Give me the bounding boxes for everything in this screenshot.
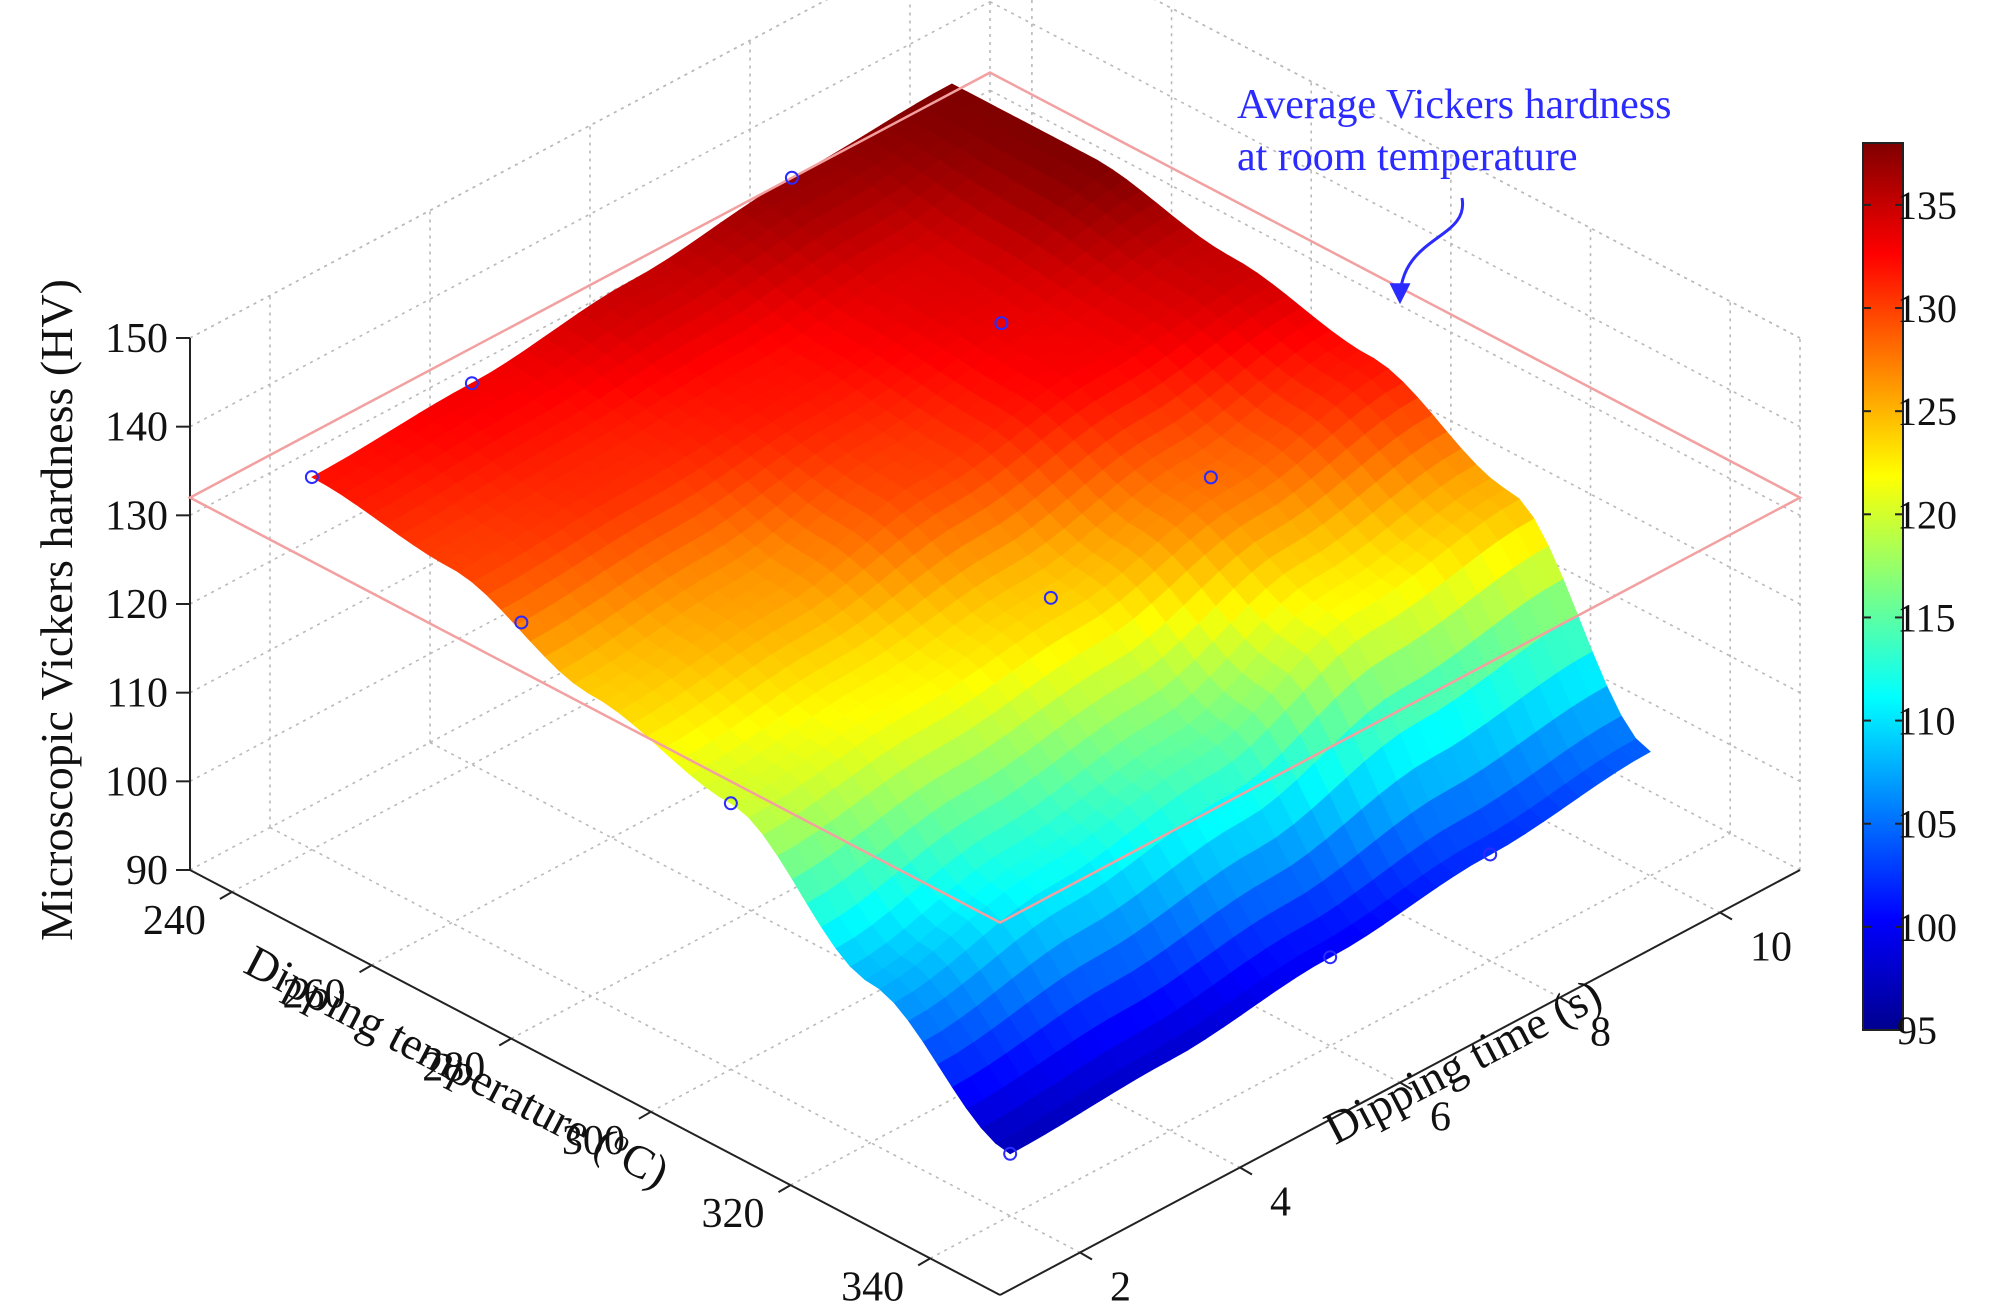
y-tick-mark	[1719, 911, 1733, 921]
sample-points	[304, 170, 1498, 1161]
z-tick-label: 90	[126, 848, 168, 894]
grid-line	[1154, 0, 1801, 339]
colorbar-tick-label: 105	[1897, 802, 1957, 847]
sample-point	[1003, 1146, 1018, 1161]
annotation-arrow	[1389, 197, 1465, 305]
sample-point	[1043, 590, 1058, 605]
y-tick-mark	[1559, 996, 1573, 1006]
y-tick-label: 4	[1270, 1180, 1291, 1226]
sample-point	[1203, 470, 1218, 485]
x-tick-label: 260	[283, 971, 346, 1017]
z-tick-label: 150	[105, 316, 168, 362]
z-tick-label: 130	[105, 493, 168, 539]
sample-point	[994, 316, 1009, 331]
x-tick-label: 340	[841, 1264, 904, 1310]
x-tick-mark	[359, 964, 373, 974]
colorbar-tick-label: 135	[1897, 183, 1957, 228]
colorbar	[1862, 142, 1904, 1031]
grid-line	[269, 826, 1081, 1254]
y-tick-label: 10	[1750, 925, 1792, 971]
colorbar-tick-label: 100	[1897, 905, 1957, 950]
y-tick-label: 6	[1430, 1095, 1451, 1141]
reference-plane-outline	[187, 71, 1803, 925]
x-tick-mark	[638, 1110, 652, 1120]
grid-line	[989, 0, 1801, 428]
sample-point	[784, 170, 799, 185]
axis-line	[189, 869, 1001, 1296]
x-tick-mark	[917, 1257, 931, 1267]
y-tick-mark	[1399, 1081, 1413, 1091]
reference-plane	[187, 71, 1803, 925]
y-tick-label: 2	[1110, 1265, 1131, 1311]
z-tick-label: 100	[105, 759, 168, 805]
x-tick-mark	[498, 1037, 512, 1047]
sample-point	[464, 376, 479, 391]
z-tick-label: 140	[105, 405, 168, 451]
z-tick-label: 120	[105, 582, 168, 628]
sample-point	[514, 615, 529, 630]
colorbar-tick-label: 115	[1897, 595, 1956, 640]
sample-point	[304, 470, 319, 485]
sample-point	[723, 796, 738, 811]
colorbar-tick-label: 95	[1897, 1008, 1937, 1053]
z-tick-label: 110	[107, 671, 168, 717]
z-axis-label: Microscopic Vickers hardness (HV)	[31, 279, 82, 941]
colorbar-tick-label: 110	[1897, 699, 1956, 744]
colorbar-tick-label: 125	[1897, 389, 1957, 434]
colorbar-tick-label: 130	[1897, 286, 1957, 331]
y-axis-label: Dipping time (s)	[1316, 968, 1609, 1154]
sample-point	[1483, 847, 1498, 862]
x-tick-mark	[219, 891, 233, 900]
y-tick-label: 8	[1590, 1010, 1611, 1056]
annotation-line-1: Average Vickers hardness	[1237, 82, 1671, 128]
x-tick-label: 300	[562, 1118, 625, 1164]
surface	[311, 83, 1651, 1155]
tick-labels: 90 100 110 120 130 140 150 240 260 280 300 320 340 2 4…	[105, 316, 1792, 1311]
grid-line	[929, 832, 1731, 1260]
x-tick-label: 280	[422, 1045, 485, 1091]
colorbar-ticks: 95 100 105 110 115 120 125 130 135	[1863, 183, 1957, 1053]
surface-patch	[311, 466, 346, 486]
annotation-line-2: at room temperature	[1237, 134, 1578, 180]
x-tick-label: 320	[702, 1191, 765, 1237]
colorbar-tick-label: 120	[1897, 492, 1957, 537]
x-tick-mark	[778, 1184, 792, 1193]
grid-line	[189, 0, 991, 428]
y-tick-mark	[1079, 1251, 1093, 1261]
y-tick-mark	[1239, 1166, 1253, 1176]
sample-point	[1323, 950, 1338, 965]
x-tick-label: 240	[143, 898, 206, 944]
